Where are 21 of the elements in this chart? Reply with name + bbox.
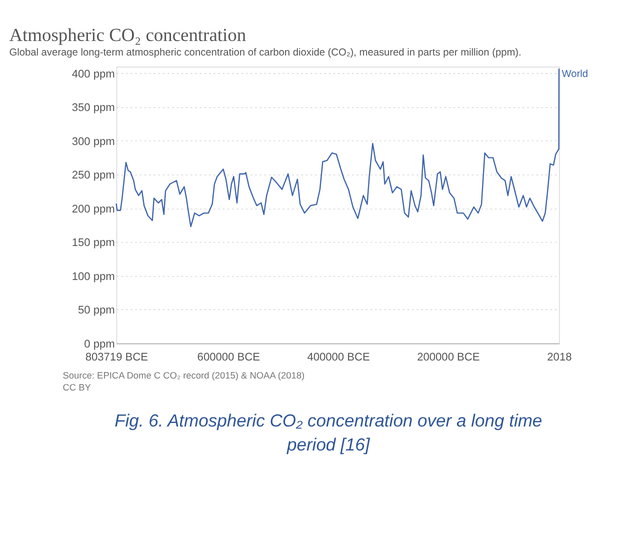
y-tick-label: 100 ppm (72, 270, 115, 283)
text: CC BY (62, 382, 91, 392)
y-tick-label: 250 ppm (72, 170, 115, 182)
y-tick-label: 400 ppm (72, 68, 115, 80)
caption: Fig. 6. Atmospheric CO₂ concentration over a long time period [16] (114, 410, 542, 454)
series-label: World (562, 68, 588, 80)
x-tick-label: 2018 (547, 351, 572, 364)
y-tick-label: 150 ppm (72, 237, 115, 250)
y-tick-label: 350 ppm (72, 102, 115, 114)
y-tick-label: 0 ppm (84, 338, 115, 350)
y-tick-label: 50 ppm (78, 304, 115, 317)
chart-title: Atmospheric CO₂ concentration (9, 24, 246, 45)
x-tick-label: 600000 BCE (197, 351, 260, 364)
x-tick-label: 803719 BCE (85, 351, 148, 364)
source-note: Source: EPICA Dome C CO₂ record (2015) & NOAA (2018) (62, 370, 305, 380)
y-tick-label: 300 ppm (72, 136, 115, 148)
y-tick-label: 200 ppm (72, 203, 115, 216)
line-series (116, 68, 560, 228)
x-tick-label: 400000 BCE (307, 351, 370, 364)
chart-subtitle: Global average long-term atmospheric concentration of carbon dioxide (CO₂), measured in parts per million (ppm). (9, 48, 522, 59)
x-tick-label: 200000 BCE (417, 351, 480, 364)
